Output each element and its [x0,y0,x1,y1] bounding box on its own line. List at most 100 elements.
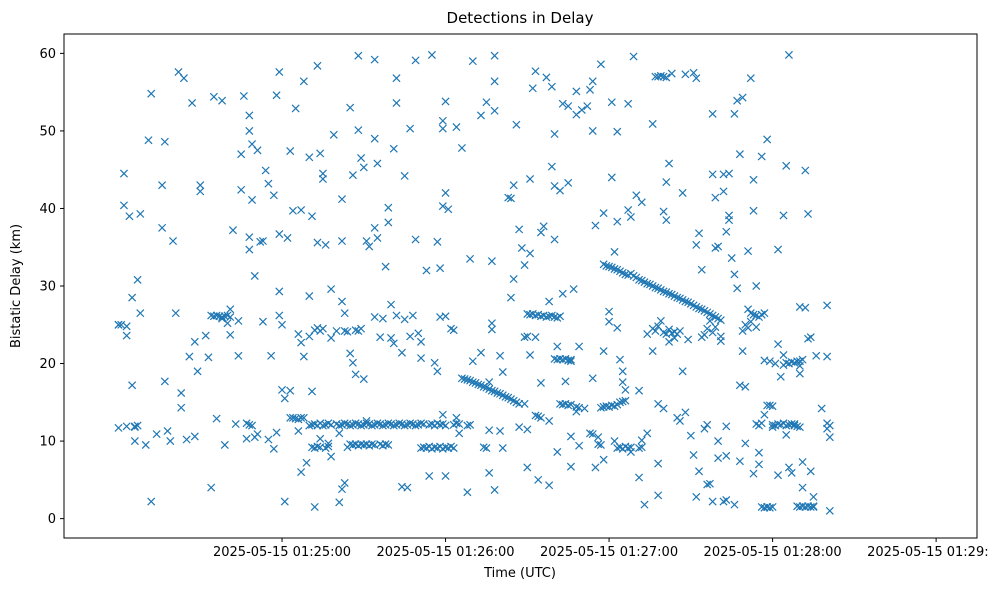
detection-point [373,419,382,428]
detection-point [498,368,507,377]
detection-point [122,422,131,431]
detection-point [286,147,295,156]
detection-point [585,85,595,94]
detection-point [324,442,333,451]
detection-point [389,421,398,430]
detection-point [275,311,284,320]
detection-point [564,102,573,111]
detection-point [226,330,235,339]
detection-point [496,426,505,436]
detection-point [455,419,464,429]
detection-point [613,217,622,226]
detection-point [387,333,396,342]
detection-point [635,473,644,482]
detection-point [697,265,706,274]
detection-point [599,347,608,356]
detection-point [735,457,744,466]
detection-point [337,195,347,204]
detection-point [700,330,709,339]
detection-point [313,61,322,70]
detection-point [542,73,551,82]
detection-point [765,401,774,410]
detection-point [468,57,477,66]
detection-point [804,209,813,218]
detection-point [288,206,297,215]
detection-point [665,325,674,334]
detection-point [596,60,605,69]
detection-point [436,264,445,273]
detection-point [659,207,668,216]
detection-point [362,419,371,428]
detection-point [823,301,832,310]
detection-point [629,52,638,61]
detection-point [784,50,793,59]
detection-point [774,471,783,480]
detection-point [735,381,744,390]
detection-point [438,410,447,419]
detection-point [714,437,723,446]
detection-point [760,309,769,318]
detection-point [177,388,186,398]
detection-point [318,324,327,333]
detection-point [673,293,682,302]
detection-point [387,300,396,309]
detection-point [635,386,644,395]
detection-point [313,238,322,247]
detection-point [316,434,325,443]
detection-point [711,323,720,332]
detection-point [506,194,515,203]
detection-point [752,281,761,291]
detection-point [665,289,674,298]
detection-point [708,328,717,337]
detection-point [621,385,630,394]
detection-point [441,188,450,197]
detection-point [487,257,496,266]
detection-point [526,174,535,184]
detection-point [665,337,674,346]
detection-point [114,423,123,432]
detection-point [466,420,475,429]
detection-point [703,324,712,333]
detection-point [632,191,641,200]
x-axis-ticks: 2025-05-15 01:25:00 2025-05-15 01:26:00 20… [213,538,989,560]
y-tick-label: 0 [48,512,56,527]
detection-point [125,212,134,221]
detection-point [708,497,717,506]
detection-point [234,351,243,360]
detection-point [327,333,336,342]
detection-point [367,421,376,430]
detection-point [705,479,714,488]
detection-point [258,317,267,326]
detection-point [684,335,693,344]
detection-point [294,330,303,339]
detection-point [801,303,810,312]
detection-point [553,447,562,456]
detection-point [501,392,510,401]
detection-point [626,443,635,452]
detection-point [160,377,169,386]
detection-point [542,312,551,322]
detection-point [490,106,499,115]
detection-markers [114,50,834,515]
detection-point [749,206,758,215]
detection-point [324,439,333,448]
detection-point [367,440,376,449]
detection-point [782,430,791,439]
detection-point [656,316,665,325]
detection-point [130,423,139,432]
detection-point [670,333,679,342]
x-tick-label: 2025-05-15 01:28:00 [704,545,842,560]
detection-point [147,89,156,98]
detection-point [359,375,368,384]
detection-point [591,221,600,230]
detection-point [348,171,357,180]
detection-point [370,312,379,322]
detection-point [520,333,529,342]
detection-point [490,485,499,494]
detection-point [136,309,145,318]
detection-point [348,358,357,367]
detection-point [558,289,567,298]
detection-point [730,500,739,509]
detection-point [351,370,360,379]
detection-point [406,332,415,341]
